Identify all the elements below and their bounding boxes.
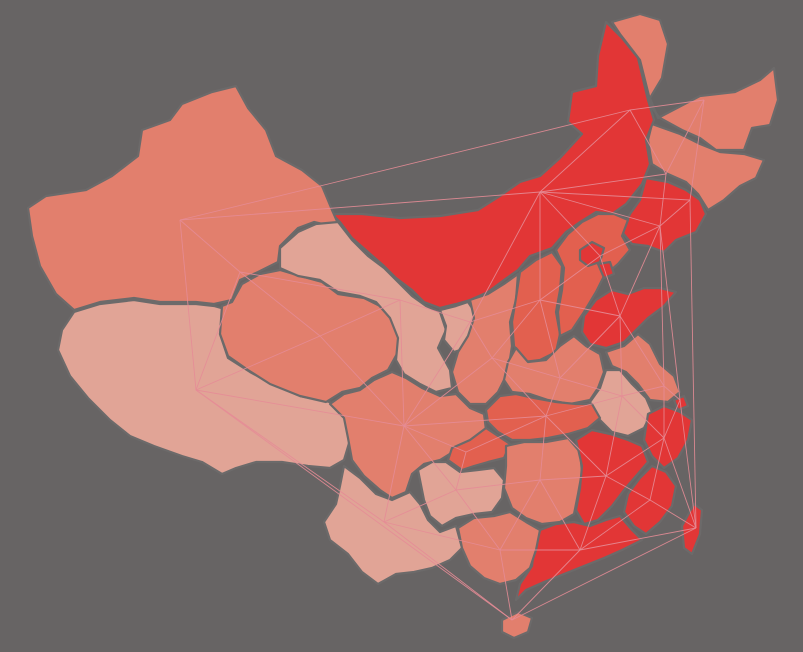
region-inner-mongolia[interactable] [330,20,656,310]
region-beijing[interactable] [578,240,606,268]
region-jilin[interactable] [646,122,766,212]
region-hunan[interactable] [502,436,584,526]
region-shaanxi[interactable] [450,272,520,406]
region-gansu[interactable] [278,220,454,394]
region-henan[interactable] [502,334,606,406]
region-guangdong[interactable] [514,514,644,602]
region-jiangxi[interactable] [574,428,650,526]
region-chongqing[interactable] [446,426,512,472]
region-heilongjiang[interactable] [610,12,780,152]
region-tianjin[interactable] [596,260,616,280]
region-shandong[interactable] [580,286,678,350]
triangulation-mesh [179,99,705,621]
region-jiangsu[interactable] [604,332,682,404]
provinces-layer [26,12,780,640]
region-yunnan[interactable] [322,464,464,586]
region-shanxi[interactable] [510,250,564,364]
region-guizhou[interactable] [416,460,506,528]
